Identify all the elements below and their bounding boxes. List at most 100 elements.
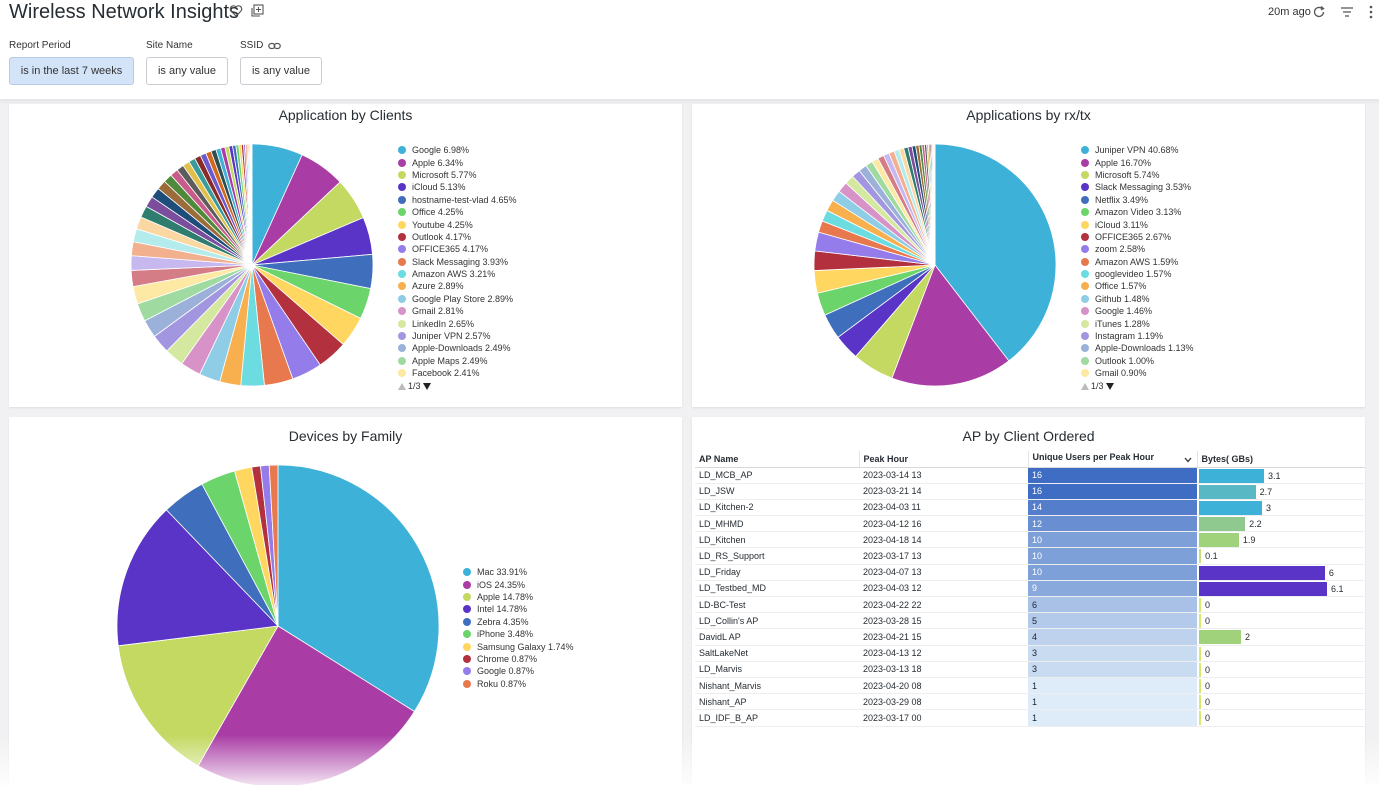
legend-item[interactable]: Slack Messaging 3.93% [398, 256, 517, 268]
link-icon[interactable] [268, 41, 281, 51]
legend-label: Outlook 4.17% [412, 231, 472, 242]
table-row[interactable]: LD_Testbed_MD 2023-04-03 12 9 6.1 [695, 580, 1365, 598]
copy-icon[interactable] [250, 4, 264, 18]
legend-item[interactable]: Office 1.57% [1081, 280, 1194, 292]
table-row[interactable]: LD_RS_Support 2023-03-17 13 10 0.1 [695, 547, 1365, 565]
table-row[interactable]: SaltLakeNet 2023-04-13 12 3 0 [695, 645, 1365, 662]
col-header-peak-hour[interactable]: Peak Hour [859, 451, 1029, 468]
pie-slice-apple[interactable] [891, 264, 1010, 387]
legend-item[interactable]: Apple Maps 2.49% [398, 355, 517, 367]
legend-item[interactable]: Instagram 1.19% [1081, 330, 1194, 342]
col-header-ap-name[interactable]: AP Name [695, 451, 860, 468]
table-row[interactable]: LD_JSW 2023-03-21 14 16 2.7 [695, 483, 1365, 500]
heart-icon[interactable] [229, 4, 243, 18]
legend-item[interactable]: Apple 14.78% [463, 591, 574, 603]
legend-item[interactable]: Youtube 4.25% [398, 218, 517, 230]
pager-up-icon[interactable] [1081, 382, 1089, 390]
legend-item[interactable]: iPhone 3.48% [463, 628, 574, 640]
legend-item[interactable]: iTunes 1.28% [1081, 317, 1194, 329]
table-row[interactable]: DavidL AP 2023-04-21 15 4 2 [695, 628, 1365, 646]
legend-item[interactable]: OFFICE365 4.17% [398, 243, 517, 255]
filter-icon[interactable] [1340, 5, 1354, 19]
legend-item[interactable]: Intel 14.78% [463, 603, 574, 615]
legend-item[interactable]: Apple-Downloads 2.49% [398, 342, 517, 354]
legend-item[interactable]: Office 4.25% [398, 206, 517, 218]
table-row[interactable]: LD-BC-Test 2023-04-22 22 6 0 [695, 596, 1365, 614]
legend-item[interactable]: iCloud 3.11% [1081, 218, 1194, 230]
legend-item[interactable]: iCloud 5.13% [398, 181, 517, 193]
table-row[interactable]: LD_Marvis 2023-03-13 18 3 0 [695, 661, 1365, 678]
legend-item[interactable]: Github 1.48% [1081, 293, 1194, 305]
table-row[interactable]: LD_Collin's AP 2023-03-28 15 5 0 [695, 612, 1365, 630]
col-header-unique-users[interactable]: Unique Users per Peak Hour [1028, 451, 1198, 468]
legend-item[interactable]: zoom 2.58% [1081, 243, 1194, 255]
pager-down-icon[interactable] [422, 382, 431, 390]
legend-swatch [398, 257, 406, 266]
table-row[interactable]: LD_MHMD 2023-04-12 16 12 2.2 [695, 515, 1365, 533]
legend-item[interactable]: Gmail 2.81% [398, 305, 517, 317]
legend-item[interactable]: Microsoft 5.77% [398, 169, 517, 181]
legend-item[interactable]: Amazon AWS 1.59% [1081, 256, 1194, 268]
legend-item[interactable]: Google 0.87% [463, 665, 574, 677]
legend-item[interactable]: hostname-test-vlad 4.65% [398, 194, 517, 206]
legend-item[interactable]: OFFICE365 2.67% [1081, 231, 1194, 243]
legend-item[interactable]: Google Play Store 2.89% [398, 293, 517, 305]
pie-slice-other-51[interactable] [250, 143, 253, 266]
legend-item[interactable]: Chrome 0.87% [463, 653, 574, 665]
legend-item[interactable]: Netflix 3.49% [1081, 194, 1194, 206]
legend-item[interactable]: Outlook 4.17% [398, 231, 517, 243]
legend-item[interactable]: Google 6.98% [398, 144, 517, 156]
legend-label: Amazon AWS 3.21% [412, 269, 496, 280]
legend-item[interactable]: Juniper VPN 40.68% [1081, 144, 1194, 156]
table-row[interactable]: Nishant_AP 2023-03-29 08 1 0 [695, 693, 1365, 711]
table-row[interactable]: LD_MCB_AP 2023-03-14 13 16 3.1 [695, 467, 1365, 484]
site-name-filter-button[interactable]: is any value [146, 57, 228, 85]
legend-item[interactable]: Gmail 0.90% [1081, 367, 1194, 379]
legend-item[interactable]: Samsung Galaxy 1.74% [463, 640, 574, 652]
pager-down-icon[interactable] [1105, 382, 1114, 390]
legend-pager: 1/3 [398, 380, 517, 392]
devices-by-family-pie[interactable] [115, 463, 445, 785]
peak-hour-cell: 2023-04-22 22 [859, 596, 1028, 614]
legend-item[interactable]: Azure 2.89% [398, 280, 517, 292]
pie-slice-roku[interactable] [268, 464, 279, 627]
legend-item[interactable]: LinkedIn 2.65% [398, 317, 517, 329]
col-header-bytes[interactable]: Bytes( GBs) [1197, 451, 1365, 468]
legend-item[interactable]: Apple-Downloads 1.13% [1081, 342, 1194, 354]
legend-item[interactable]: Slack Messaging 3.53% [1081, 181, 1194, 193]
report-period-filter-button[interactable]: is in the last 7 weeks [9, 57, 134, 85]
table-row[interactable]: LD_Kitchen-2 2023-04-03 11 14 3 [695, 499, 1365, 517]
refresh-icon[interactable] [1312, 5, 1326, 19]
legend-item[interactable]: Juniper VPN 2.57% [398, 330, 517, 342]
legend-label: googlevideo 1.57% [1095, 269, 1172, 280]
legend-item[interactable]: Mac 33.91% [463, 566, 574, 578]
table-row[interactable]: LD_IDF_B_AP 2023-03-17 00 1 0 [695, 709, 1365, 727]
pie-slice-mac[interactable] [277, 464, 440, 713]
table-row[interactable]: LD_Kitchen 2023-04-18 14 10 1.9 [695, 531, 1365, 549]
application-by-clients-pie[interactable] [129, 142, 379, 392]
ssid-filter-button[interactable]: is any value [240, 57, 322, 85]
legend-item[interactable]: Outlook 1.00% [1081, 355, 1194, 367]
legend-item[interactable]: Facebook 2.41% [398, 367, 517, 379]
peak-hour-cell: 2023-04-12 16 [859, 515, 1028, 533]
legend-item[interactable]: Zebra 4.35% [463, 616, 574, 628]
table-row[interactable]: LD_Friday 2023-04-07 13 10 6 [695, 564, 1365, 581]
pager-up-icon[interactable] [398, 382, 406, 390]
legend-item[interactable]: Apple 16.70% [1081, 156, 1194, 168]
applications-by-rxtx-pie[interactable] [812, 142, 1062, 392]
legend-item[interactable]: iOS 24.35% [463, 578, 574, 590]
legend-item[interactable]: Amazon Video 3.13% [1081, 206, 1194, 218]
unique-users-cell: 1 [1028, 709, 1197, 727]
legend-item[interactable]: Microsoft 5.74% [1081, 169, 1194, 181]
legend-item[interactable]: Google 1.46% [1081, 305, 1194, 317]
legend-item[interactable]: Amazon AWS 3.21% [398, 268, 517, 280]
bytes-cell: 0 [1197, 693, 1365, 711]
legend-item[interactable]: Apple 6.34% [398, 156, 517, 168]
pie-slice-intel[interactable] [116, 509, 279, 647]
legend-item[interactable]: Roku 0.87% [463, 678, 574, 690]
more-vertical-icon[interactable] [1367, 5, 1375, 19]
chevron-down-icon[interactable] [1183, 455, 1193, 465]
pie-slice-juniper-vpn[interactable] [934, 143, 1057, 362]
table-row[interactable]: Nishant_Marvis 2023-04-20 08 1 0 [695, 677, 1365, 695]
legend-item[interactable]: googlevideo 1.57% [1081, 268, 1194, 280]
